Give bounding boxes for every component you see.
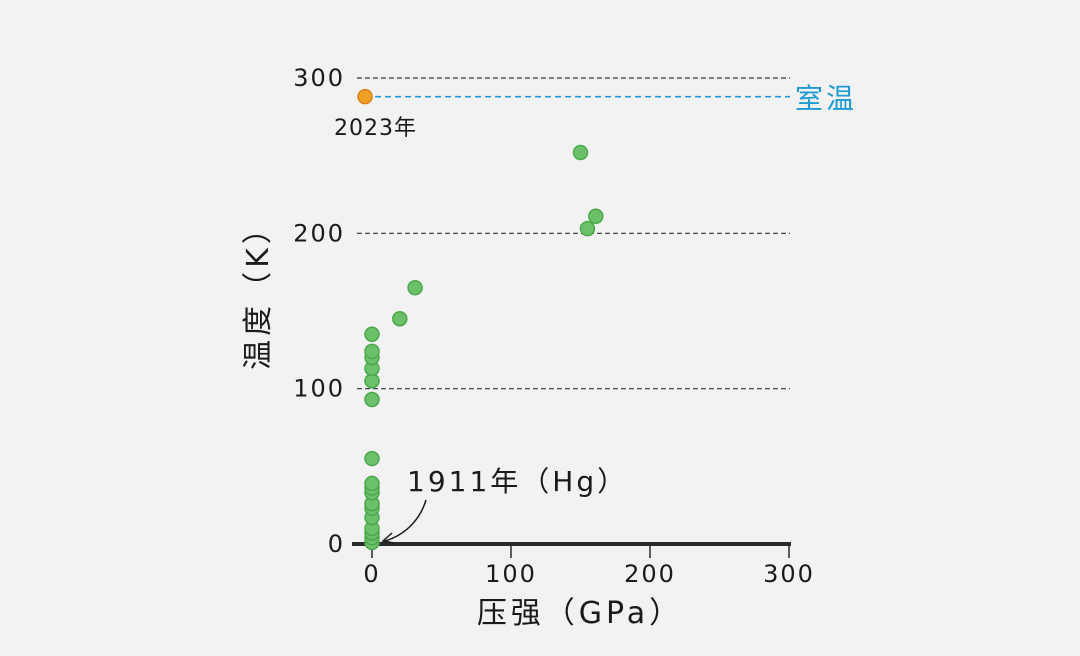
data-point — [392, 311, 408, 327]
gridlines — [357, 77, 790, 390]
data-point — [364, 475, 380, 492]
data-point — [572, 144, 589, 161]
y-tick-label: 100 — [293, 375, 345, 403]
x-tick-label: 300 — [763, 560, 815, 588]
annotation-arrow — [384, 499, 427, 542]
x-axis-ticks: 0 100 200 300 — [363, 544, 815, 588]
x-tick-label: 0 — [363, 560, 380, 588]
annotation-2023: 2023年 — [334, 116, 417, 141]
data-point — [588, 208, 604, 224]
data-point — [579, 220, 596, 237]
annotation-1911-hg: 1911年（Hg） — [407, 465, 628, 498]
y-tick-label: 200 — [293, 219, 345, 247]
data-point-2023 — [357, 88, 373, 105]
x-tick-label: 200 — [624, 560, 676, 588]
y-axis-ticks: 0 100 200 300 — [293, 64, 345, 558]
data-point — [364, 343, 380, 360]
room-temperature-label: 室温 — [795, 82, 857, 115]
y-tick-label: 300 — [293, 64, 345, 92]
y-tick-label: 0 — [328, 530, 345, 558]
data-points — [357, 88, 604, 551]
x-axis-title: 压强（GPa） — [477, 596, 683, 631]
data-point — [364, 450, 380, 467]
data-point — [364, 391, 380, 408]
x-tick-label: 100 — [485, 560, 537, 588]
y-axis-title: 温度（K） — [241, 210, 276, 370]
data-point — [407, 279, 423, 296]
data-point — [364, 326, 380, 343]
annotation-arrowhead — [381, 532, 395, 544]
